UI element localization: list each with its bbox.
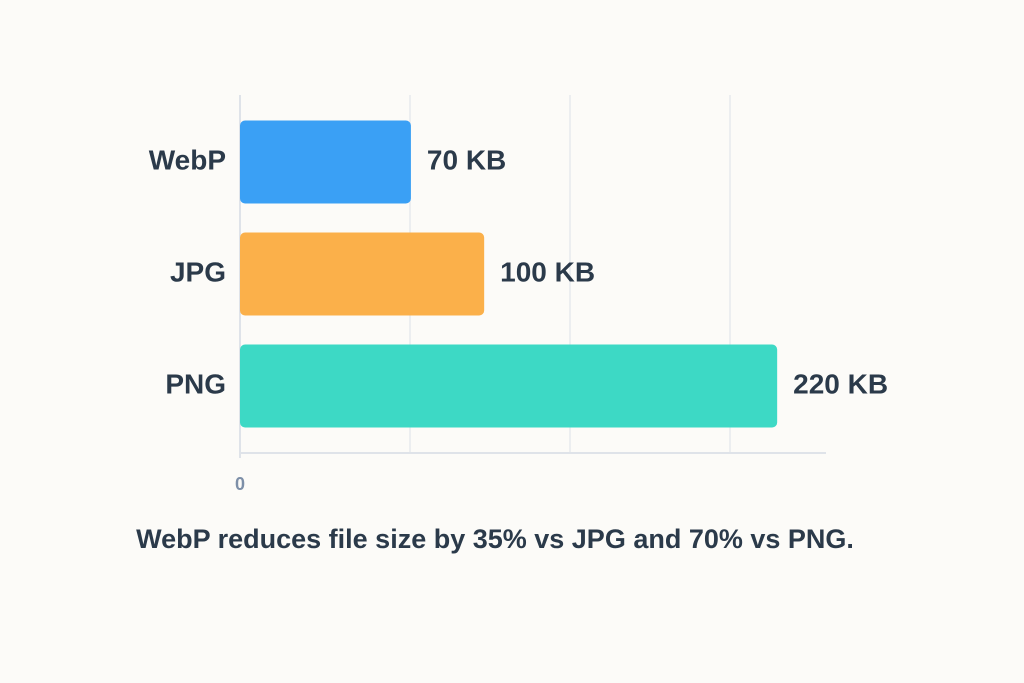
value-label: 70 KB xyxy=(427,144,506,175)
category-label: PNG xyxy=(165,368,226,399)
bar xyxy=(240,344,778,428)
category-label: WebP xyxy=(149,144,226,175)
x-tick-label: 0 xyxy=(235,474,245,494)
value-label: 220 KB xyxy=(793,368,888,399)
caption: WebP reduces file size by 35% vs JPG and… xyxy=(136,524,854,554)
value-label: 100 KB xyxy=(500,256,595,287)
category-label: JPG xyxy=(170,256,226,287)
bar xyxy=(240,232,485,316)
bar xyxy=(240,120,411,204)
